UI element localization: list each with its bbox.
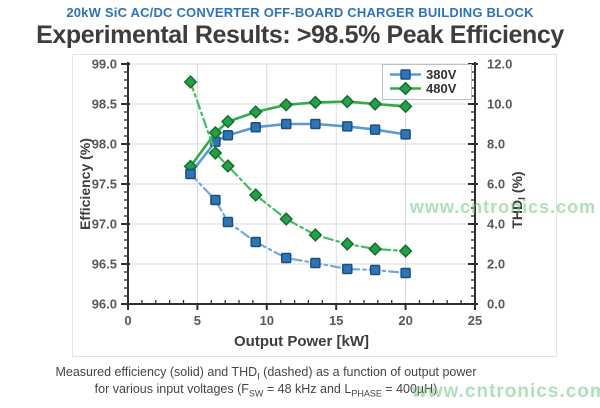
x-axis-title: Output Power [kW] — [234, 333, 369, 350]
svg-text:2.0: 2.0 — [487, 257, 505, 272]
caption-sub-sw: SW — [248, 388, 264, 399]
svg-text:0.0: 0.0 — [487, 297, 505, 312]
x-axis-ticks — [127, 300, 476, 310]
series-380v-thd — [185, 168, 411, 279]
y-axis-left-title: Efficiency (%) — [77, 138, 93, 230]
caption-line-2: for various input voltages (FSW = 48 kHz… — [0, 382, 532, 399]
svg-text:10: 10 — [260, 313, 274, 328]
svg-text:12.0: 12.0 — [487, 57, 512, 72]
watermark-chart: www.cntronics.com — [409, 197, 596, 217]
svg-text:96.0: 96.0 — [92, 297, 117, 312]
svg-text:96.5: 96.5 — [92, 257, 117, 272]
caption-text: Measured efficiency (solid) and THD — [55, 365, 258, 379]
svg-text:10.0: 10.0 — [487, 97, 512, 112]
svg-text:97.0: 97.0 — [92, 217, 117, 232]
chart-caption: Measured efficiency (solid) and THDI (da… — [0, 365, 532, 400]
efficiency-thd-chart: 96.0 96.5 97.0 97.5 98.0 98.5 99.0 0.0 2.0 4.0 6.0… — [0, 52, 600, 362]
caption-line-1: Measured efficiency (solid) and THDI (da… — [0, 365, 532, 382]
svg-text:99.0: 99.0 — [92, 57, 117, 72]
svg-text:98.5: 98.5 — [92, 97, 117, 112]
slide-kicker: 20kW SiC AC/DC CONVERTER OFF-BOARD CHARG… — [66, 5, 534, 20]
svg-text:4.0: 4.0 — [487, 217, 505, 232]
legend-item-380v: 380V — [390, 67, 457, 82]
svg-text:0: 0 — [124, 313, 131, 328]
caption-text: = 400µH) — [381, 382, 438, 397]
svg-text:8.0: 8.0 — [487, 137, 505, 152]
svg-text:97.5: 97.5 — [92, 177, 117, 192]
y-axis-left-labels: 96.0 96.5 97.0 97.5 98.0 98.5 99.0 — [92, 57, 117, 312]
page-title: Experimental Results: >98.5% Peak Effici… — [36, 21, 564, 49]
caption-text: for various input voltages (F — [94, 382, 249, 397]
svg-text:6.0: 6.0 — [487, 177, 505, 192]
legend-item-480v: 480V — [390, 81, 457, 96]
chart-svg: 96.0 96.5 97.0 97.5 98.0 98.5 99.0 0.0 2.0 4.0 6.0… — [72, 54, 596, 357]
svg-text:5: 5 — [194, 313, 201, 328]
svg-text:20: 20 — [398, 313, 412, 328]
svg-text:98.0: 98.0 — [92, 137, 117, 152]
caption-text: = 48 kHz and L — [263, 382, 352, 397]
caption-sub-phase: PHASE — [351, 388, 382, 399]
caption-sub-i: I — [257, 371, 260, 382]
x-axis-labels: 0 5 10 15 20 25 — [124, 313, 482, 328]
y-axis-right-title: THDI (%) — [509, 171, 528, 228]
watermark: www.cntronics.com — [412, 381, 600, 402]
svg-text:380V: 380V — [426, 67, 457, 82]
caption-text: (dashed) as a function of output power — [259, 365, 477, 379]
svg-text:15: 15 — [329, 313, 343, 328]
svg-text:25: 25 — [468, 313, 482, 328]
y-axis-right-labels: 0.0 2.0 4.0 6.0 8.0 10.0 12.0 — [487, 57, 512, 312]
svg-text:480V: 480V — [426, 81, 457, 96]
series-480v-thd — [183, 75, 413, 258]
